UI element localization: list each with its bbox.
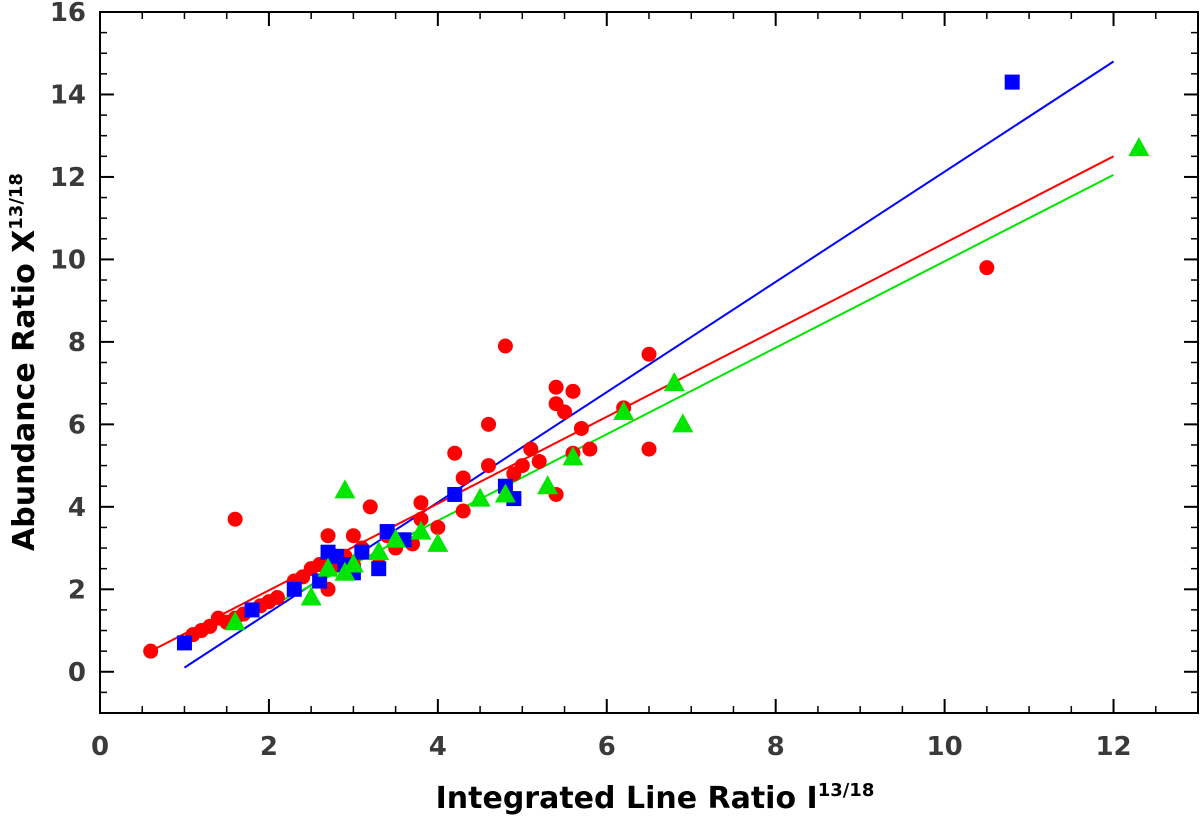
red-circle-point: [413, 495, 429, 511]
red-circle-point: [641, 346, 657, 362]
red-circle-point: [455, 503, 471, 519]
x-tick-label: 6: [598, 732, 616, 762]
x-tick-label: 4: [429, 732, 447, 762]
green-triangle-point: [410, 520, 432, 540]
x-axis-title-sup: 13/18: [818, 780, 875, 801]
red-circle-point: [430, 519, 446, 535]
blue-square-point: [354, 544, 370, 560]
y-axis-title-main: Abundance Ratio X: [7, 230, 42, 551]
x-tick-label: 0: [91, 732, 109, 762]
y-tick-label: 0: [68, 658, 86, 688]
y-axis-title: Abundance Ratio X13/18: [6, 173, 42, 551]
red-circle-point: [345, 528, 361, 544]
red-circle-point: [548, 379, 564, 395]
x-tick-label: 12: [1095, 732, 1131, 762]
red-circle-point: [531, 453, 547, 469]
green-triangle-point: [663, 372, 685, 392]
green-triangle-point: [334, 479, 356, 499]
x-tick-labels: 0 2 4 6 8 10 12: [91, 732, 1132, 762]
green-triangle-point: [224, 611, 246, 631]
y-tick-label: 4: [68, 493, 86, 523]
green-triangle-point: [672, 413, 694, 433]
green-triangle-point: [342, 553, 364, 573]
green-triangle-point: [469, 487, 491, 507]
y-axis-title-sup: 13/18: [6, 173, 27, 230]
y-tick-label: 2: [68, 575, 86, 605]
red-circle-point: [320, 528, 336, 544]
green-triangle-point: [300, 586, 322, 606]
blue-square-point: [312, 573, 328, 589]
green-triangle-point: [385, 528, 407, 548]
red-circle-point: [497, 338, 513, 354]
green-triangle-point: [427, 532, 449, 552]
y-tick-label: 6: [68, 410, 86, 440]
red-circle-point: [481, 416, 497, 432]
x-tick-label: 2: [260, 732, 278, 762]
y-tick-label: 10: [50, 245, 86, 275]
green-triangle-point: [1128, 137, 1150, 157]
blue-square-point: [447, 486, 463, 502]
x-axis-title-main: Integrated Line Ratio I: [436, 781, 818, 816]
green-triangle-point: [562, 446, 584, 466]
blue-square-point: [379, 524, 395, 540]
major-ticks: [99, 11, 1198, 713]
blue-square-point: [176, 635, 192, 651]
blue-square-point: [371, 561, 387, 577]
red-circle-point: [143, 643, 159, 659]
red-circle-point: [582, 441, 598, 457]
blue-square-point: [244, 602, 260, 618]
green-triangle-point: [494, 483, 516, 503]
red-circle-point: [447, 445, 463, 461]
blue-square-point: [1004, 74, 1020, 90]
red-circle-point: [227, 511, 243, 527]
red-circle-point: [514, 458, 530, 474]
data-points: [143, 74, 1150, 659]
x-axis-title: Integrated Line Ratio I13/18: [436, 780, 875, 816]
red-circle-point: [573, 420, 589, 436]
red-circle-point: [413, 511, 429, 527]
green-triangle-point: [368, 541, 390, 561]
blue-square-point: [286, 581, 302, 597]
green-triangle-point: [317, 557, 339, 577]
red-circle-point: [362, 499, 378, 515]
red-circle-point: [481, 458, 497, 474]
y-tick-label: 16: [50, 0, 86, 28]
x-tick-label: 8: [767, 732, 785, 762]
red-circle-point: [557, 404, 573, 420]
red-circle-point: [565, 383, 581, 399]
red-circle-point: [523, 441, 539, 457]
red-circle-point: [455, 470, 471, 486]
x-tick-label: 10: [927, 732, 963, 762]
y-tick-label: 8: [68, 328, 86, 358]
green-triangle-point: [537, 475, 559, 495]
y-tick-label: 14: [50, 80, 86, 110]
red-circle-point: [979, 260, 995, 276]
red-circle-point: [269, 590, 285, 606]
red-circle-point: [641, 441, 657, 457]
y-tick-labels: 0 2 4 6 8 10 12 14 16: [50, 0, 86, 688]
green-triangle-point: [613, 400, 635, 420]
y-tick-label: 12: [50, 163, 86, 193]
